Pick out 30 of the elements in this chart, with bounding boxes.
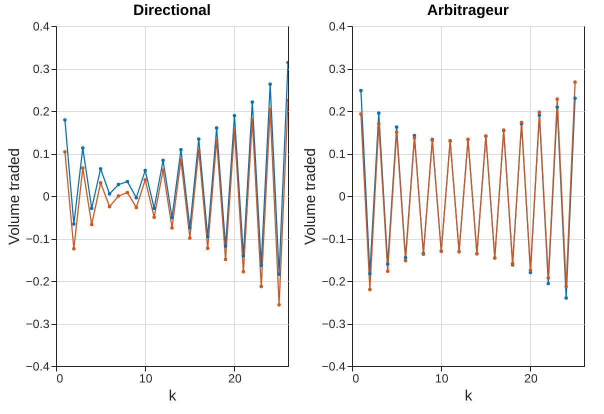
chart-title: Directional (133, 2, 211, 19)
y-tick-label: −0.1 (322, 232, 346, 246)
y-tick-label: −0.3 (322, 317, 346, 331)
y-tick-label: −0.4 (26, 360, 50, 374)
y-tick-label: 0.1 (328, 147, 346, 161)
y-tick-label: −0.2 (26, 274, 50, 288)
y-tick-label: 0.4 (328, 20, 346, 34)
chart-title: Arbitrageur (427, 2, 509, 19)
y-tick-label: 0.4 (32, 20, 50, 34)
y-tick-label: 0.3 (328, 62, 346, 76)
y-axis-title: Volume traded (302, 148, 319, 245)
x-tick-label: 10 (139, 372, 153, 386)
x-axis-title: k (168, 388, 177, 404)
y-tick-label: 0.3 (32, 62, 50, 76)
y-tick-label: 0.1 (32, 147, 50, 161)
y-tick-label: −0.4 (322, 360, 346, 374)
y-axis-title: Volume traded (6, 148, 23, 245)
y-tick-label: −0.3 (26, 317, 50, 331)
y-tick-label: 0 (42, 190, 50, 204)
x-axis-title: k (464, 388, 473, 404)
x-tick-label: 20 (228, 372, 242, 386)
y-tick-label: −0.1 (26, 232, 50, 246)
x-tick-label: 0 (352, 372, 360, 386)
y-tick-label: 0.2 (328, 104, 346, 118)
x-tick-label: 20 (524, 372, 538, 386)
y-tick-label: 0.2 (32, 104, 50, 118)
y-tick-label: 0 (338, 190, 346, 204)
y-tick-label: −0.2 (322, 274, 346, 288)
x-tick-label: 0 (56, 372, 64, 386)
x-tick-label: 10 (435, 372, 449, 386)
